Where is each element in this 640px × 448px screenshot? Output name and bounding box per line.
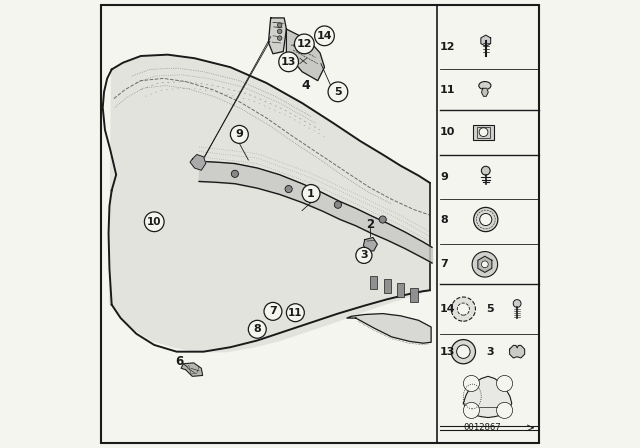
Polygon shape (347, 314, 431, 343)
Text: 9: 9 (236, 129, 243, 139)
Text: 14: 14 (440, 304, 456, 314)
Bar (410, 288, 418, 302)
Bar (383, 279, 391, 293)
Circle shape (315, 26, 334, 46)
Text: 14: 14 (317, 31, 332, 41)
Polygon shape (481, 88, 488, 96)
Text: 9: 9 (440, 172, 448, 182)
Text: 5: 5 (334, 87, 342, 97)
Text: 8: 8 (440, 215, 448, 224)
Text: 13: 13 (281, 57, 296, 67)
Polygon shape (287, 29, 324, 81)
Circle shape (458, 303, 469, 315)
Bar (397, 283, 404, 297)
Circle shape (472, 252, 498, 277)
Circle shape (294, 34, 314, 54)
Circle shape (456, 345, 470, 358)
Text: 3: 3 (360, 250, 368, 260)
Text: 8: 8 (253, 324, 261, 334)
Circle shape (497, 375, 513, 392)
Circle shape (278, 36, 282, 40)
Circle shape (481, 261, 488, 268)
Text: 12: 12 (296, 39, 312, 49)
Circle shape (334, 201, 342, 208)
Polygon shape (481, 35, 491, 47)
Circle shape (463, 375, 479, 392)
Text: 11: 11 (288, 308, 303, 318)
Circle shape (145, 212, 164, 232)
Text: 13: 13 (440, 347, 456, 357)
Text: 5: 5 (486, 304, 494, 314)
Text: 12: 12 (440, 42, 456, 52)
Circle shape (279, 52, 298, 72)
Polygon shape (364, 237, 378, 251)
Circle shape (356, 247, 372, 263)
Circle shape (264, 302, 282, 320)
Circle shape (285, 185, 292, 193)
Text: 3: 3 (486, 347, 494, 357)
Circle shape (278, 29, 282, 34)
Polygon shape (181, 363, 203, 376)
Circle shape (513, 300, 521, 307)
Text: 1: 1 (307, 189, 315, 198)
Bar (370, 276, 378, 289)
Circle shape (479, 128, 488, 137)
Text: 7: 7 (440, 259, 448, 269)
Circle shape (480, 214, 492, 226)
Text: 4: 4 (301, 78, 310, 92)
Circle shape (278, 23, 282, 27)
Circle shape (463, 402, 479, 418)
Text: 11: 11 (440, 85, 456, 95)
Circle shape (451, 340, 476, 364)
Circle shape (451, 297, 476, 321)
Ellipse shape (479, 82, 491, 90)
Circle shape (248, 320, 266, 338)
Text: 2: 2 (366, 218, 374, 232)
Text: 6: 6 (175, 355, 183, 369)
Circle shape (497, 402, 513, 418)
Circle shape (379, 216, 387, 223)
Circle shape (287, 304, 305, 322)
Circle shape (328, 82, 348, 102)
Polygon shape (478, 256, 492, 272)
Polygon shape (109, 55, 430, 352)
Polygon shape (190, 155, 206, 170)
Text: 10: 10 (440, 127, 456, 137)
Circle shape (231, 170, 239, 177)
Polygon shape (269, 18, 287, 54)
FancyBboxPatch shape (474, 125, 493, 140)
Circle shape (481, 166, 490, 175)
Text: 10: 10 (147, 217, 161, 227)
Text: 7: 7 (269, 306, 277, 316)
Circle shape (302, 185, 320, 202)
Text: 0012867: 0012867 (463, 423, 501, 432)
Circle shape (474, 207, 498, 232)
Polygon shape (463, 376, 512, 418)
Circle shape (230, 125, 248, 143)
Polygon shape (509, 345, 525, 358)
